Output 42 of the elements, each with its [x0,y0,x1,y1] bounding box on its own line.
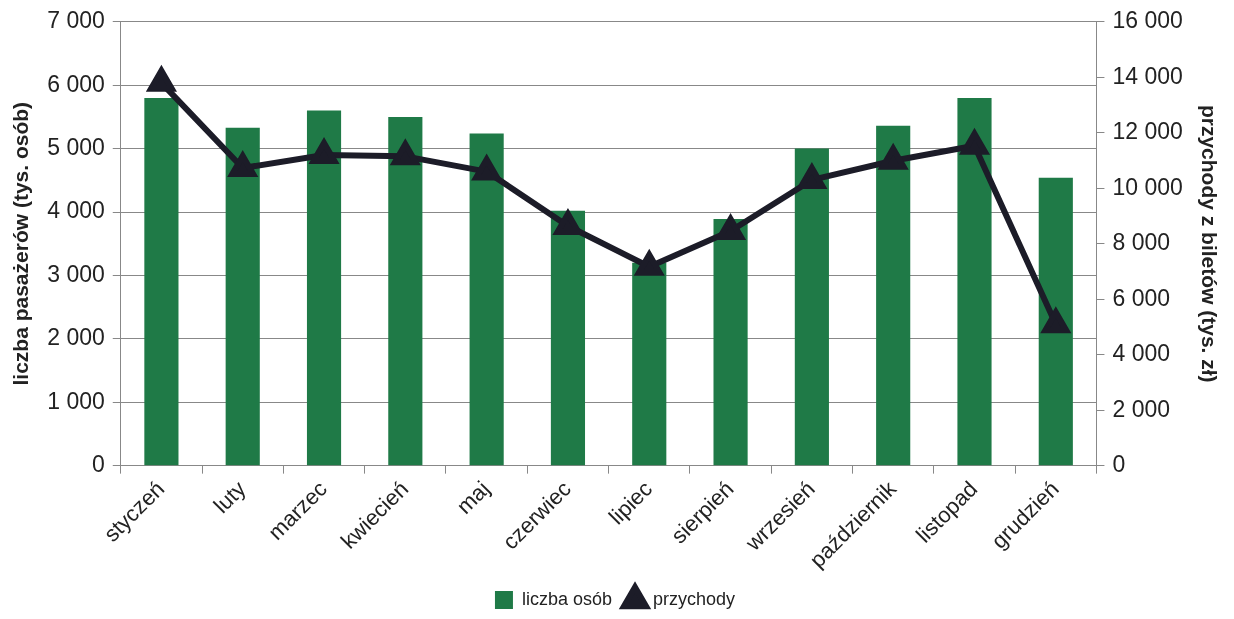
y-tick-label: 0 [91,450,105,477]
x-tick-label: luty [208,476,251,519]
y2-tick-label: 6 000 [1112,284,1171,311]
bar [1038,177,1073,466]
y2-tick-label: 12 000 [1112,118,1183,145]
y2-tick-label: 14 000 [1112,62,1183,89]
point [717,213,746,240]
y-tick-label: 4 000 [47,197,105,224]
y-tick-label: 6 000 [47,70,105,97]
y2-tick-label: 10 000 [1112,173,1183,200]
bar [794,148,829,466]
bar [713,219,748,466]
point [227,150,259,177]
point [877,143,909,170]
y2-tick-label: 4 000 [1112,340,1171,367]
y2-tick-label: 0 [1112,450,1126,477]
x-tick-label: maj [451,476,495,519]
bar [957,97,992,466]
y-tick-label: 2 000 [47,324,105,351]
bar [144,97,179,466]
y-tick-label: 1 000 [47,387,105,414]
y-tick-label: 5 000 [47,133,105,160]
bar [469,133,504,466]
bar [225,127,260,466]
y-axis-title: liczba pasażerów (tys. osób) [9,101,33,386]
point [308,137,340,164]
y2-axis-title: przychody z biletów (tys. zł) [1197,104,1221,383]
legend-label: liczba osób [521,588,613,609]
legend-label: przychody [653,588,736,609]
y2-tick-label: 8 000 [1112,229,1171,256]
bar [306,110,342,466]
bar [388,116,423,466]
point [552,208,582,235]
bar [550,210,586,466]
y2-tick-label: 2 000 [1112,395,1171,422]
y-tick-label: 7 000 [47,7,105,34]
point [798,162,828,189]
y-tick-label: 3 000 [47,260,105,287]
bar [632,262,667,466]
bar [876,125,911,466]
y2-tick-label: 16 000 [1112,7,1183,34]
point [959,128,990,155]
